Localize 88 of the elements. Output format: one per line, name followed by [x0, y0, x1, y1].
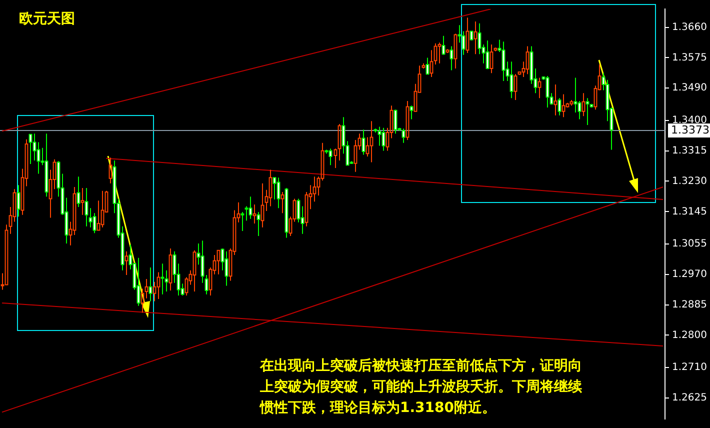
candlestick	[374, 128, 378, 134]
y-tick-label: 1.2800	[672, 330, 707, 341]
candlestick	[402, 128, 406, 144]
candlestick	[338, 123, 342, 161]
candlestick	[546, 75, 550, 108]
candlestick	[156, 272, 160, 300]
candlestick	[370, 120, 374, 163]
candlestick	[562, 94, 566, 118]
candlestick	[406, 100, 410, 141]
candlestick	[426, 57, 430, 75]
candlestick	[84, 188, 88, 227]
candlestick	[438, 42, 442, 64]
candlestick	[334, 148, 338, 168]
candlestick	[240, 212, 244, 232]
candlestick	[554, 84, 558, 116]
candlestick	[248, 196, 252, 220]
candlestick	[224, 250, 228, 286]
candlestick	[124, 250, 128, 276]
annotation: 上突破为假突破，可能的上升波段夭折。下周将继续	[260, 378, 582, 397]
candlestick	[502, 41, 506, 82]
candlestick	[80, 188, 84, 216]
candlestick	[328, 148, 332, 166]
candlestick	[486, 40, 490, 70]
candlestick	[256, 212, 260, 237]
candlestick	[100, 190, 104, 228]
candlestick	[582, 92, 586, 117]
y-tick-label: 1.3660	[672, 22, 707, 33]
candlestick	[284, 188, 288, 238]
candlestick	[474, 21, 478, 55]
candlestick	[136, 257, 140, 306]
annotation: 惯性下跌，理论目标为1.3180附近。	[260, 399, 498, 418]
candlestick	[450, 46, 454, 71]
candlestick	[570, 99, 574, 106]
candlestick	[410, 105, 414, 120]
candlestick	[466, 17, 470, 54]
candlestick	[494, 47, 498, 52]
candlestick	[148, 267, 152, 302]
candlestick	[434, 42, 438, 65]
candlestick	[140, 288, 144, 314]
candlestick	[538, 77, 542, 99]
y-tick-label: 1.2625	[672, 392, 707, 404]
chart-title: 欧元天图	[19, 10, 75, 28]
candlestick	[16, 184, 20, 218]
y-tick-label: 1.2710	[672, 362, 707, 374]
candlestick	[144, 278, 148, 299]
candlestick	[164, 270, 168, 292]
y-tick-label: 1.3490	[672, 82, 707, 94]
y-tick-label: 1.3055	[672, 238, 707, 250]
candlestick	[44, 133, 48, 198]
candlestick	[442, 35, 446, 56]
y-tick-label: 1.3315	[672, 145, 707, 156]
candlestick	[510, 61, 514, 99]
candlestick	[4, 224, 8, 286]
candlestick	[192, 250, 196, 292]
annotation: 在出现向上突破后被快速打压至前低点下方，证明向	[260, 356, 582, 376]
candlestick	[446, 48, 450, 54]
y-tick-label: 1.3575	[672, 52, 707, 64]
candlestick	[108, 157, 112, 184]
candlestick	[558, 98, 562, 116]
candlestick	[470, 30, 474, 42]
candlestick	[526, 46, 530, 75]
candlestick	[394, 109, 398, 134]
y-tick-label: 1.2970	[672, 268, 707, 280]
candlestick	[454, 33, 458, 69]
candlestick	[382, 127, 386, 152]
candlestick	[280, 191, 284, 214]
y-tick-label: 1.3230	[672, 176, 707, 187]
candlestick	[490, 44, 494, 74]
candlestick	[422, 62, 426, 69]
candlestick	[204, 274, 208, 295]
candlestick	[514, 74, 518, 100]
candlestick	[76, 176, 80, 208]
y-tick-label: 1.3145	[672, 206, 707, 218]
y-tick-label: 1.3400	[672, 114, 707, 126]
candlestick	[160, 263, 164, 295]
candlestick	[276, 177, 280, 209]
ref-line-label: 1.3373	[671, 123, 710, 136]
candlestick	[200, 240, 204, 284]
candlestick	[216, 250, 220, 275]
candlestick	[362, 129, 366, 156]
candlestick	[430, 50, 434, 78]
candlestick	[268, 169, 272, 207]
y-tick-label: 1.2885	[672, 299, 707, 310]
candlestick	[252, 204, 256, 224]
candlestick	[28, 134, 32, 165]
candlestick	[260, 182, 264, 228]
candlestick	[168, 248, 172, 291]
candlestick	[586, 98, 590, 126]
